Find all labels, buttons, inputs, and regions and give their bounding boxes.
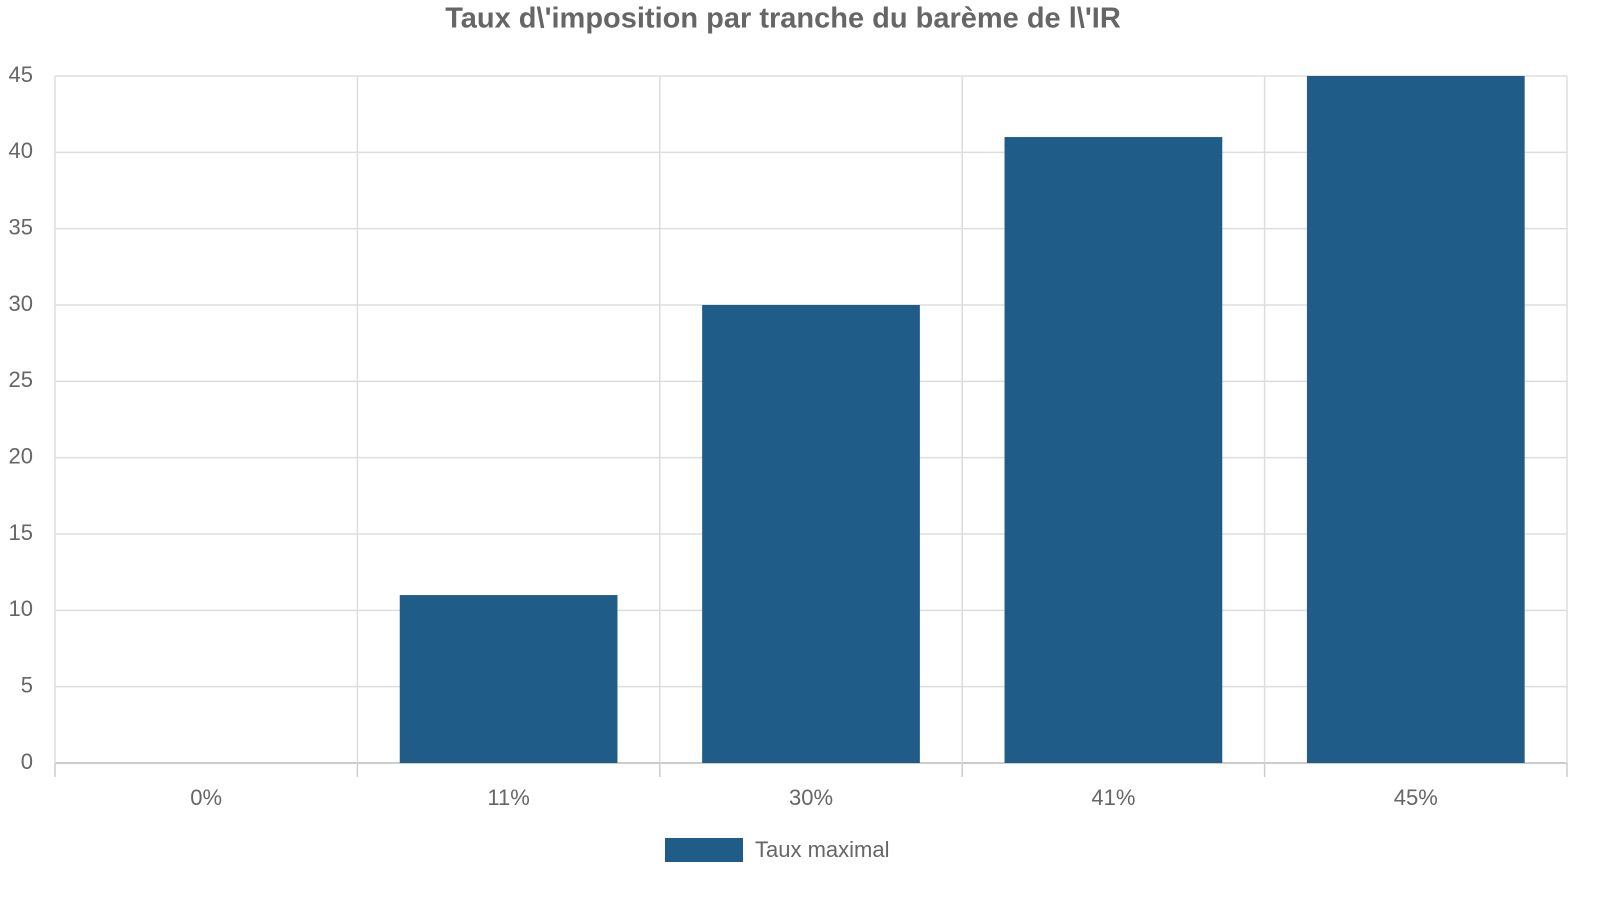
x-tick-label: 41%	[1091, 785, 1135, 810]
y-tick-label: 15	[9, 520, 33, 545]
x-tick-label: 0%	[190, 785, 222, 810]
y-tick-label: 25	[9, 367, 33, 392]
y-tick-label: 5	[21, 672, 33, 697]
y-tick-label: 0	[21, 749, 33, 774]
y-tick-label: 30	[9, 291, 33, 316]
x-tick-label: 11%	[487, 785, 529, 810]
bar	[1306, 76, 1525, 763]
y-tick-label: 10	[9, 596, 33, 621]
y-tick-label: 45	[9, 62, 33, 87]
legend-swatch	[665, 838, 743, 862]
y-tick-label: 40	[9, 138, 33, 163]
y-tick-label: 35	[9, 214, 33, 239]
legend-label: Taux maximal	[755, 837, 889, 862]
x-tick-label: 30%	[789, 785, 833, 810]
bar	[702, 305, 920, 763]
y-tick-label: 20	[9, 443, 33, 468]
bar	[399, 595, 618, 763]
bar	[1004, 137, 1223, 764]
chart-title: Taux d\'imposition par tranche du barème…	[445, 3, 1121, 35]
x-tick-label: 45%	[1394, 785, 1438, 810]
